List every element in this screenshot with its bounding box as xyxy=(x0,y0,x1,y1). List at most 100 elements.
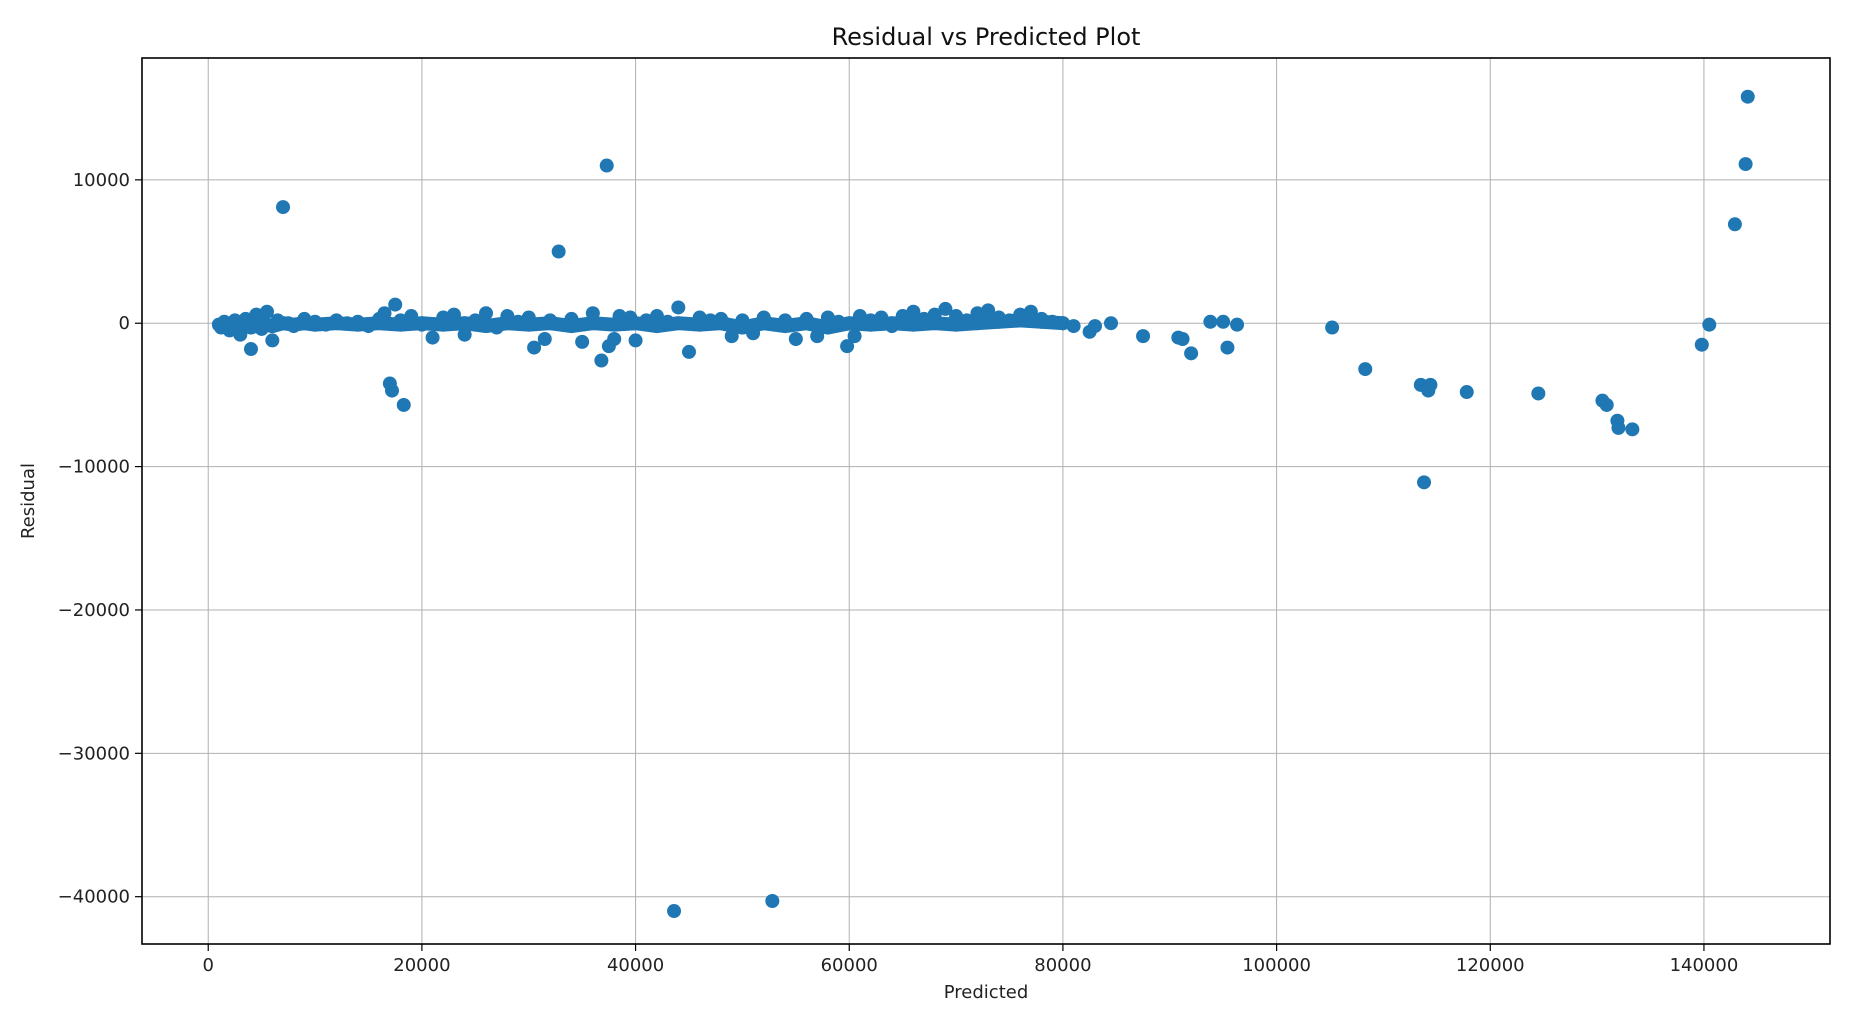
scatter-point xyxy=(340,316,355,331)
scatter-point xyxy=(585,306,600,321)
scatter-point xyxy=(254,321,269,336)
scatter-point xyxy=(361,319,376,334)
scatter-point xyxy=(1055,316,1070,331)
x-tick-label: 60000 xyxy=(821,955,878,976)
scatter-point xyxy=(1625,422,1640,437)
scatter-point xyxy=(521,310,536,325)
band-point xyxy=(906,317,921,332)
scatter-point xyxy=(1230,317,1245,332)
scatter-point xyxy=(388,297,403,312)
scatter-point xyxy=(489,320,504,335)
scatter-point xyxy=(1417,475,1432,490)
scatter-point xyxy=(564,311,579,326)
scatter-point xyxy=(714,311,729,326)
scatter-point xyxy=(1459,385,1474,400)
scatter-point xyxy=(479,306,494,321)
scatter-point xyxy=(1066,319,1081,334)
scatter-point xyxy=(276,200,291,215)
scatter-point xyxy=(1358,362,1373,377)
scatter-point xyxy=(1727,217,1742,232)
scatter-point xyxy=(756,310,771,325)
y-tick-label: 10000 xyxy=(73,170,130,191)
scatter-point xyxy=(981,303,996,318)
scatter-point xyxy=(1013,307,1028,322)
scatter-point xyxy=(384,383,399,398)
scatter-point xyxy=(628,333,643,348)
scatter-points xyxy=(214,89,1755,919)
band-point xyxy=(820,320,835,335)
scatter-point xyxy=(594,353,609,368)
scatter-point xyxy=(906,304,921,319)
scatter-point xyxy=(500,309,515,324)
scatter-point xyxy=(1694,337,1709,352)
scatter-point xyxy=(831,314,846,329)
scatter-point xyxy=(660,314,675,329)
scatter-point xyxy=(238,311,253,326)
scatter-point xyxy=(949,309,964,324)
scatter-point xyxy=(847,329,862,344)
band-point xyxy=(585,316,600,331)
scatter-point xyxy=(396,397,411,412)
scatter-point xyxy=(612,309,627,324)
scatter-point xyxy=(265,333,280,348)
scatter-point xyxy=(681,344,696,359)
scatter-point xyxy=(286,319,301,334)
scatter-point xyxy=(765,893,780,908)
scatter-point xyxy=(1740,89,1755,104)
scatter-point xyxy=(1216,314,1231,329)
scatter-point xyxy=(778,313,793,328)
scatter-point xyxy=(607,331,622,346)
scatter-point xyxy=(1203,314,1218,329)
scatter-point xyxy=(243,342,258,357)
scatter-point xyxy=(863,313,878,328)
scatter-point xyxy=(735,313,750,328)
scatter-point xyxy=(297,311,312,326)
scatter-point xyxy=(724,329,739,344)
scatter-point xyxy=(1220,340,1235,355)
y-tick-label: −30000 xyxy=(58,743,130,764)
band-point xyxy=(970,316,985,331)
band-point xyxy=(671,316,686,331)
axis-ticks: 0 20000 40000 60000 80000 100000 120000 1400001… xyxy=(58,170,1739,976)
grid-lines xyxy=(142,58,1830,944)
scatter-point xyxy=(703,313,718,328)
scatter-point xyxy=(1738,157,1753,172)
scatter-point xyxy=(446,307,461,322)
scatter-point xyxy=(259,304,274,319)
plot-frame xyxy=(141,57,1831,945)
scatter-point xyxy=(543,313,558,328)
scatter-point xyxy=(551,244,566,259)
scatter-point xyxy=(917,311,932,326)
scatter-point xyxy=(959,313,974,328)
scatter-point xyxy=(350,314,365,329)
scatter-point xyxy=(1184,346,1199,361)
scatter-point xyxy=(746,326,761,341)
scatter-point xyxy=(599,158,614,173)
scatter-point xyxy=(233,327,248,342)
scatter-point xyxy=(1045,314,1060,329)
scatter-point xyxy=(692,310,707,325)
scatter-point xyxy=(414,317,429,332)
scatter-point xyxy=(575,334,590,349)
x-tick-label: 0 xyxy=(203,955,214,976)
scatter-point xyxy=(991,310,1006,325)
scatter-point xyxy=(852,309,867,324)
chart-title: Residual vs Predicted Plot xyxy=(832,23,1141,51)
scatter-point xyxy=(457,327,472,342)
y-tick-label: 0 xyxy=(119,313,130,334)
scatter-point xyxy=(468,313,483,328)
scatter-point xyxy=(970,306,985,321)
scatter-point xyxy=(1325,320,1340,335)
scatter-point xyxy=(270,313,285,328)
x-tick-label: 40000 xyxy=(607,955,664,976)
scatter-point xyxy=(537,331,552,346)
y-tick-label: −10000 xyxy=(58,457,130,478)
x-tick-label: 100000 xyxy=(1242,955,1311,976)
scatter-point xyxy=(623,310,638,325)
scatter-point xyxy=(1611,420,1626,435)
scatter-point xyxy=(874,310,889,325)
scatter-point xyxy=(1002,313,1017,328)
scatter-point xyxy=(377,306,392,321)
scatter-point xyxy=(227,313,242,328)
